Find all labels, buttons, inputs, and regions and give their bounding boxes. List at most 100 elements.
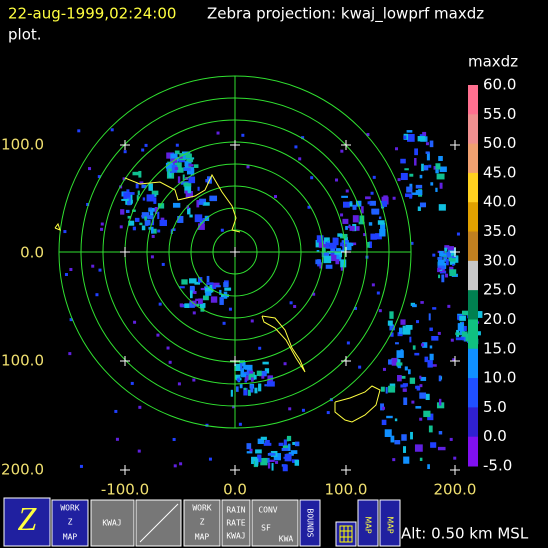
echo — [444, 247, 448, 251]
echo — [165, 162, 174, 169]
echo — [415, 385, 419, 389]
echo — [429, 140, 434, 148]
echo — [144, 216, 147, 221]
echo — [425, 142, 429, 146]
echo — [335, 259, 340, 265]
z-button[interactable] — [3, 497, 51, 547]
echo — [205, 291, 212, 296]
echo — [127, 192, 135, 195]
echo — [174, 150, 180, 155]
echo — [352, 204, 357, 210]
echo — [244, 364, 253, 370]
echo — [267, 375, 273, 382]
echo — [438, 274, 441, 279]
echo — [283, 439, 287, 447]
grid-button[interactable] — [335, 521, 357, 547]
echo — [243, 361, 246, 370]
colorbar-label: 35.0 — [483, 222, 516, 240]
echo — [179, 153, 186, 161]
echo — [372, 175, 376, 179]
echo — [158, 302, 162, 306]
echo — [334, 252, 342, 255]
echo — [148, 183, 153, 191]
echo — [405, 193, 413, 198]
colorbar-label: 30.0 — [483, 251, 516, 269]
echo — [370, 233, 377, 240]
echo — [219, 297, 224, 305]
conv-button[interactable] — [251, 499, 299, 547]
rain-button[interactable] — [221, 499, 251, 547]
echo — [410, 431, 413, 440]
work-map-button[interactable] — [183, 499, 221, 547]
echo — [222, 321, 226, 325]
button-label: KWAJ — [102, 519, 121, 528]
echo — [132, 209, 136, 212]
echo — [181, 279, 188, 285]
bounds-button[interactable] — [299, 499, 321, 547]
echo — [263, 442, 272, 446]
echo — [200, 304, 205, 312]
echo — [429, 353, 434, 361]
echo — [174, 167, 179, 171]
echo — [410, 241, 414, 245]
echo — [171, 228, 176, 231]
echo — [157, 211, 160, 220]
echo — [329, 242, 337, 249]
echo — [294, 441, 300, 447]
button-label: CONV — [258, 506, 277, 515]
echo — [438, 204, 446, 211]
echo — [282, 445, 289, 450]
map-button[interactable] — [357, 499, 379, 547]
echo — [138, 170, 142, 178]
echo — [345, 189, 349, 193]
work-map-button[interactable] — [51, 499, 89, 547]
grid-cross — [230, 356, 240, 366]
echo — [416, 320, 420, 324]
echo — [266, 381, 275, 387]
echo — [128, 220, 135, 226]
echo — [121, 198, 129, 201]
echo — [301, 408, 305, 412]
echo — [361, 206, 364, 214]
echo — [345, 226, 348, 230]
colorbar-segment — [468, 436, 478, 467]
echo — [449, 253, 453, 256]
echo — [199, 303, 206, 308]
echo — [177, 176, 181, 184]
echo — [246, 165, 250, 169]
echo — [455, 332, 461, 336]
echo — [150, 255, 154, 259]
kwaj-button[interactable] — [90, 499, 135, 547]
grid-cross — [120, 465, 130, 475]
echo — [238, 422, 242, 426]
echo — [144, 143, 148, 147]
echo — [406, 186, 413, 193]
echo — [223, 282, 229, 288]
echo — [298, 157, 302, 161]
echo — [443, 256, 447, 259]
echo — [189, 302, 195, 308]
echo — [294, 145, 298, 149]
map-button[interactable] — [379, 499, 401, 547]
echo — [449, 269, 457, 277]
echo — [64, 273, 68, 277]
echo — [110, 128, 114, 132]
echo — [411, 192, 418, 195]
echo — [122, 177, 126, 181]
echo — [371, 283, 375, 287]
echo — [114, 409, 118, 413]
echo — [174, 162, 182, 170]
echo — [307, 205, 311, 209]
echo — [260, 436, 267, 440]
colorbar-segment — [468, 143, 478, 174]
echo — [340, 249, 345, 252]
echo — [257, 454, 262, 463]
echo — [377, 220, 385, 225]
echo — [236, 378, 240, 382]
echo — [240, 368, 245, 376]
colorbar-segment — [468, 319, 478, 350]
echo — [427, 464, 430, 470]
echo — [179, 303, 184, 307]
echo — [424, 356, 429, 363]
echo — [189, 214, 193, 218]
